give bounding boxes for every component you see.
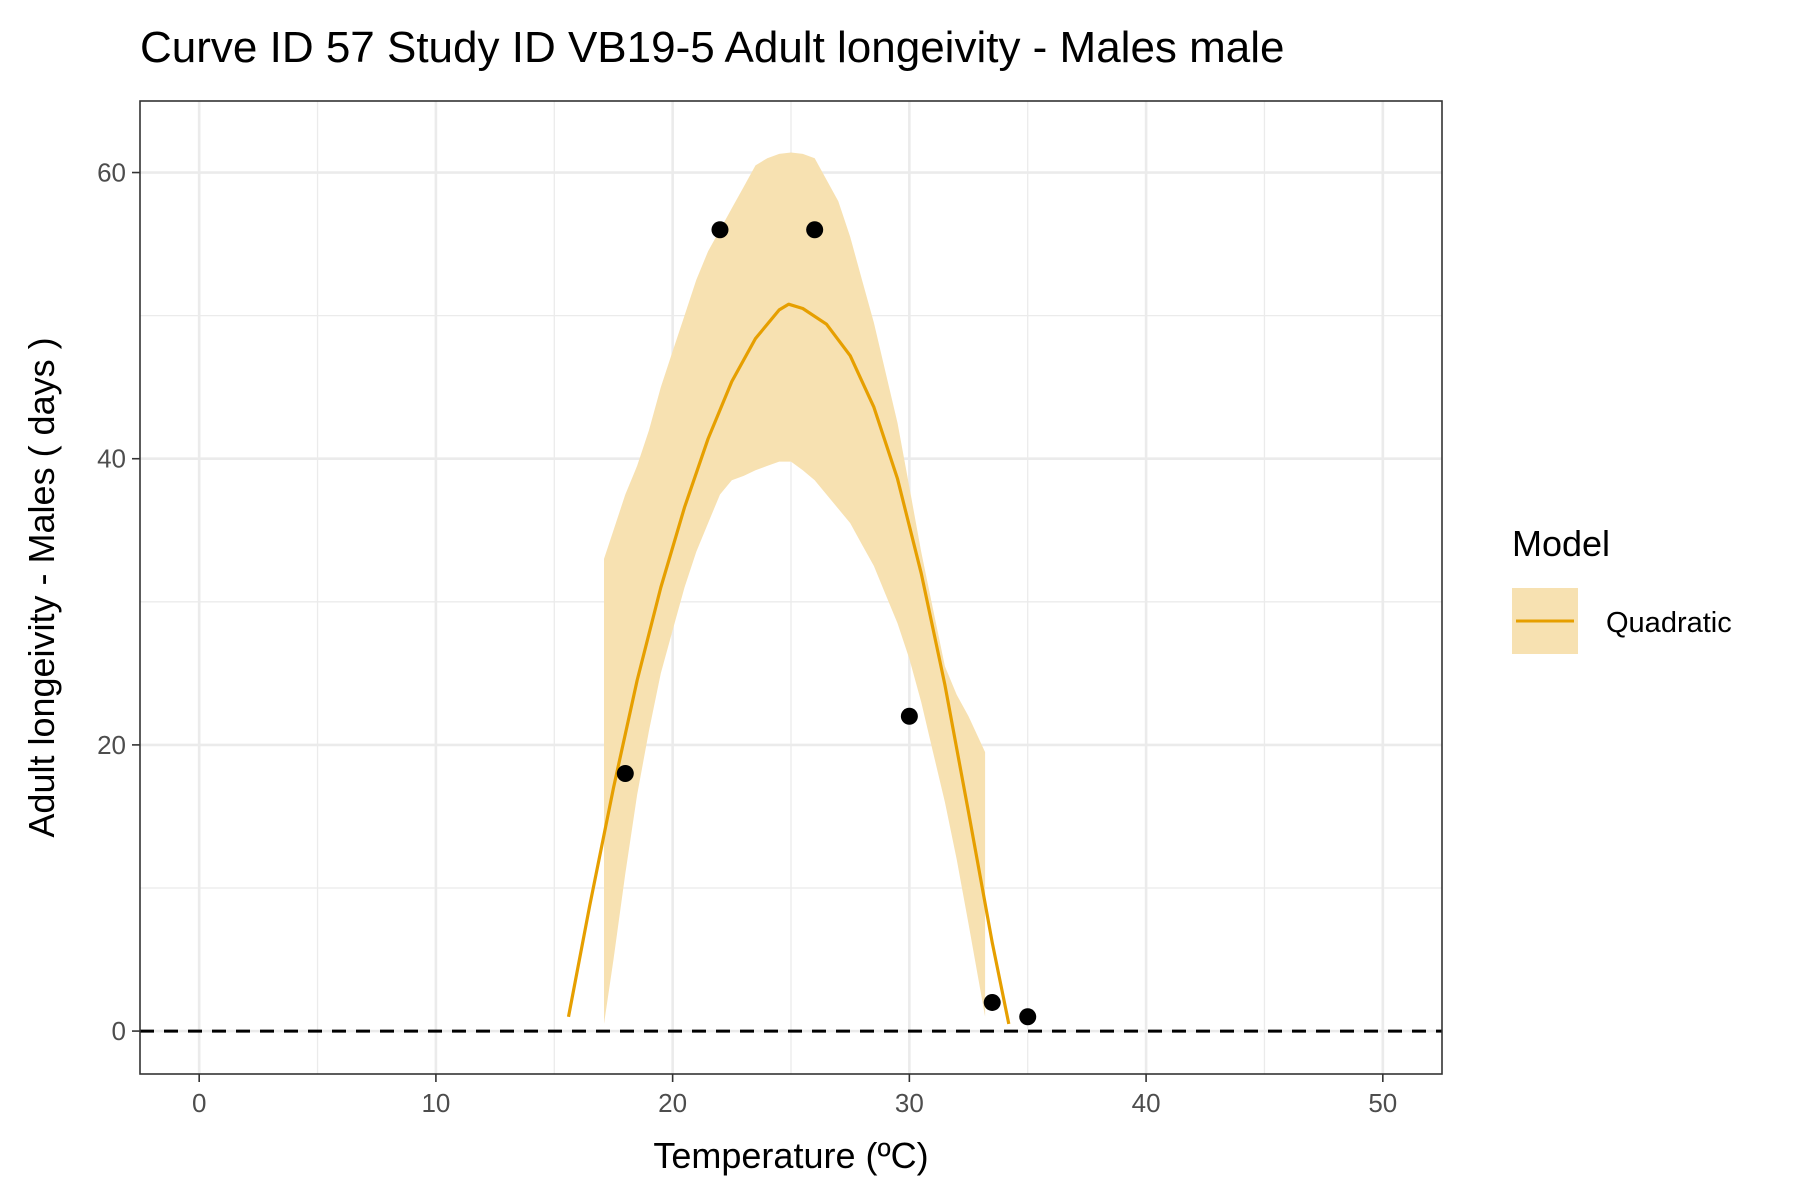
data-point — [1019, 1008, 1037, 1026]
axis-ticks-layer: 0 10 20 30 40 50 0 20 40 60 — [97, 158, 1397, 1118]
x-tick-label: 50 — [1368, 1088, 1397, 1118]
data-point — [806, 221, 824, 239]
y-tick-label: 40 — [97, 444, 126, 474]
chart-title: Curve ID 57 Study ID VB19-5 Adult longei… — [140, 23, 1285, 72]
legend-label-quadratic: Quadratic — [1606, 607, 1732, 639]
y-tick-label: 20 — [97, 730, 126, 760]
x-tick-label: 0 — [192, 1088, 206, 1118]
y-tick-label: 0 — [112, 1016, 126, 1046]
data-point — [711, 221, 729, 239]
x-tick-label: 20 — [658, 1088, 687, 1118]
data-point — [983, 993, 1001, 1011]
x-tick-label: 40 — [1132, 1088, 1161, 1118]
panel-border — [139, 100, 1443, 1075]
model-line-layer — [566, 302, 1011, 1025]
confidence-band-layer — [604, 152, 986, 1024]
x-axis-title: Temperature (ºC) — [653, 1135, 928, 1176]
legend-title: Model — [1512, 523, 1610, 564]
quadratic-fit-line — [566, 302, 1011, 1025]
legend: Model Quadratic — [1512, 523, 1732, 654]
data-point — [616, 765, 634, 783]
confidence-band — [604, 152, 986, 1024]
y-tick-label: 60 — [97, 158, 126, 188]
data-points-layer — [616, 221, 1037, 1026]
x-tick-label: 30 — [895, 1088, 924, 1118]
y-axis-title: Adult longeivity - Males ( days ) — [21, 337, 62, 837]
data-point — [900, 707, 918, 725]
x-tick-label: 10 — [421, 1088, 450, 1118]
